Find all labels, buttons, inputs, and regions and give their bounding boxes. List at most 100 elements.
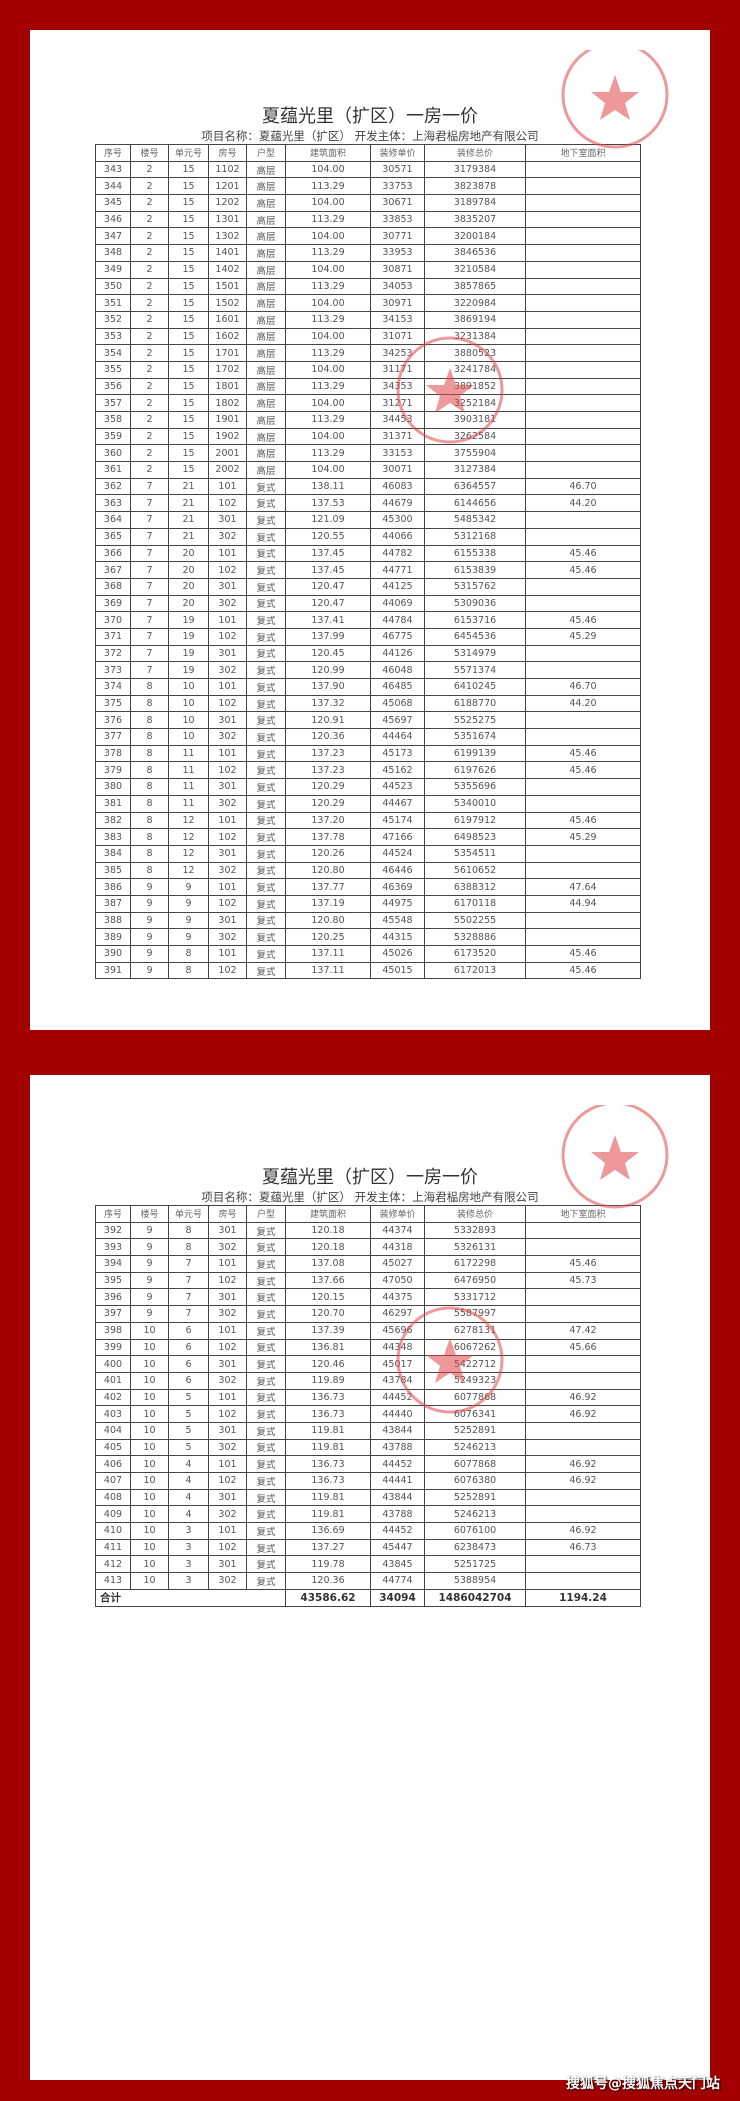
cell-building: 10	[130, 1455, 169, 1473]
cell-basement-area	[525, 1421, 641, 1440]
cell-room: 1102	[208, 160, 247, 179]
cell-unit-price: 43784	[370, 1371, 425, 1390]
cell-building: 10	[130, 1338, 169, 1357]
cell-index: 404	[95, 1421, 131, 1440]
table-row: 392 9 8 301 复式 120.18 44374 5332893	[95, 1221, 641, 1240]
table-row: 403 10 5 102 复式 136.73 44440 6076341 46.92	[95, 1405, 641, 1423]
cell-index: 361	[95, 461, 131, 479]
cell-room: 101	[208, 1455, 247, 1473]
table-row: 400 10 6 301 复式 120.46 45017 5422712	[95, 1355, 641, 1373]
cell-area: 136.81	[285, 1338, 371, 1357]
table-row: 401 10 6 302 复式 119.89 43784 5249323	[95, 1371, 641, 1390]
total-area: 43586.62	[285, 1588, 371, 1607]
cell-unit: 20	[168, 594, 209, 613]
cell-total-price: 6173520	[424, 945, 526, 963]
cell-basement-area	[525, 244, 641, 262]
cell-unit: 8	[168, 961, 209, 980]
cell-index: 375	[95, 694, 131, 713]
table-row: 412 10 3 301 复式 119.78 43845 5251725	[95, 1555, 641, 1574]
cell-type: 复式	[246, 1388, 286, 1407]
cell-type: 复式	[246, 1505, 286, 1524]
cell-area: 137.99	[285, 627, 371, 646]
header-total-price: 装修总价	[424, 144, 526, 162]
cell-area: 113.29	[285, 210, 371, 229]
cell-building: 2	[130, 160, 169, 179]
cell-index: 396	[95, 1288, 131, 1307]
cell-room: 301	[208, 1355, 247, 1373]
cell-total-price: 5312168	[424, 527, 526, 546]
cell-index: 409	[95, 1505, 131, 1524]
cell-unit: 10	[168, 728, 209, 746]
cell-unit-price: 30571	[370, 160, 425, 179]
cell-basement-area	[525, 344, 641, 362]
cell-type: 复式	[246, 744, 286, 763]
cell-unit-price: 45300	[370, 511, 425, 529]
table-row: 391 9 8 102 复式 137.11 45015 6172013 45.46	[95, 961, 641, 980]
cell-unit-price: 46297	[370, 1305, 425, 1323]
cell-room: 102	[208, 1338, 247, 1357]
cell-room: 101	[208, 744, 247, 763]
cell-unit: 5	[168, 1438, 209, 1457]
header-unit-price: 装修单价	[370, 144, 425, 162]
cell-total-price: 5355696	[424, 778, 526, 796]
cell-room: 302	[208, 527, 247, 546]
cell-room: 302	[208, 928, 247, 946]
table-row: 372 7 19 301 复式 120.45 44126 5314979	[95, 644, 641, 663]
cell-basement-area	[525, 1238, 641, 1257]
cell-index: 351	[95, 294, 131, 312]
cell-unit-price: 33753	[370, 177, 425, 196]
cell-total-price: 5252891	[424, 1421, 526, 1440]
cell-building: 7	[130, 544, 169, 563]
cell-building: 2	[130, 260, 169, 279]
header-row: 序号 楼号 单元号 房号 户型 建筑面积 装修单价 装修总价 地下室面积	[95, 1205, 641, 1223]
cell-basement-area	[525, 711, 641, 730]
cell-index: 385	[95, 861, 131, 880]
cell-building: 7	[130, 611, 169, 629]
cell-room: 1602	[208, 327, 247, 346]
header-basement-area: 地下室面积	[525, 1205, 641, 1223]
cell-index: 382	[95, 811, 131, 830]
cell-type: 复式	[246, 1555, 286, 1574]
cell-room: 102	[208, 1538, 247, 1557]
cell-basement-area: 46.92	[525, 1455, 641, 1473]
cell-basement-area: 45.46	[525, 961, 641, 980]
cell-unit: 8	[168, 1221, 209, 1240]
cell-total-price: 6153839	[424, 561, 526, 579]
cell-unit-price: 44464	[370, 728, 425, 746]
cell-building: 2	[130, 394, 169, 412]
cell-index: 359	[95, 427, 131, 446]
cell-basement-area	[525, 1505, 641, 1524]
cell-room: 102	[208, 694, 247, 713]
cell-type: 复式	[246, 1472, 286, 1490]
table-row: 358 2 15 1901 高层 113.29 34453 3903181	[95, 411, 641, 429]
cell-building: 9	[130, 961, 169, 980]
cell-unit-price: 45696	[370, 1321, 425, 1340]
table-row: 387 9 9 102 复式 137.19 44975 6170118 44.94	[95, 894, 641, 913]
cell-total-price: 5246213	[424, 1505, 526, 1524]
cell-type: 复式	[246, 1438, 286, 1457]
cell-area: 120.47	[285, 577, 371, 596]
cell-basement-area	[525, 1355, 641, 1373]
cell-unit-price: 46446	[370, 861, 425, 880]
cell-total-price: 3220984	[424, 294, 526, 312]
cell-building: 9	[130, 945, 169, 963]
cell-unit-price: 44452	[370, 1455, 425, 1473]
table-row: 389 9 9 302 复式 120.25 44315 5328886	[95, 928, 641, 946]
cell-type: 复式	[246, 1455, 286, 1473]
cell-building: 2	[130, 377, 169, 396]
total-row: 合计 43586.62 34094 1486042704 1194.24	[95, 1588, 641, 1607]
cell-building: 7	[130, 661, 169, 679]
cell-room: 1601	[208, 310, 247, 329]
page-title: 夏蕴光里（扩区）一房一价	[262, 1167, 478, 1188]
cell-area: 137.23	[285, 744, 371, 763]
cell-type: 复式	[246, 928, 286, 946]
header-building: 楼号	[130, 1205, 169, 1223]
cell-type: 高层	[246, 260, 286, 279]
cell-room: 1901	[208, 411, 247, 429]
cell-index: 380	[95, 778, 131, 796]
cell-room: 101	[208, 544, 247, 563]
watermark: 搜狐号@搜狐焦点天门站	[566, 2076, 720, 2092]
cell-unit-price: 44125	[370, 577, 425, 596]
cell-unit: 11	[168, 761, 209, 780]
cell-unit: 9	[168, 911, 209, 930]
